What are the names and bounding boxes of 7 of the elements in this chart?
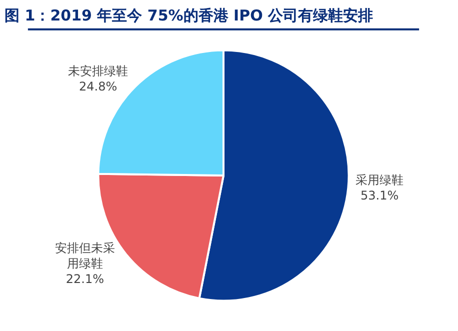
slice-label: 采用绿鞋 <box>356 173 404 188</box>
data-label: 53.1% <box>360 188 399 203</box>
chart-title: 图 1：2019 年至今 75%的香港 IPO 公司有绿鞋安排 <box>4 6 374 24</box>
data-label: 24.8% <box>79 80 118 94</box>
slice-label: 未安排绿鞋 <box>68 64 128 78</box>
data-label: 22.1% <box>66 272 104 286</box>
slice-label: 安排但未采用绿鞋 <box>54 240 115 270</box>
